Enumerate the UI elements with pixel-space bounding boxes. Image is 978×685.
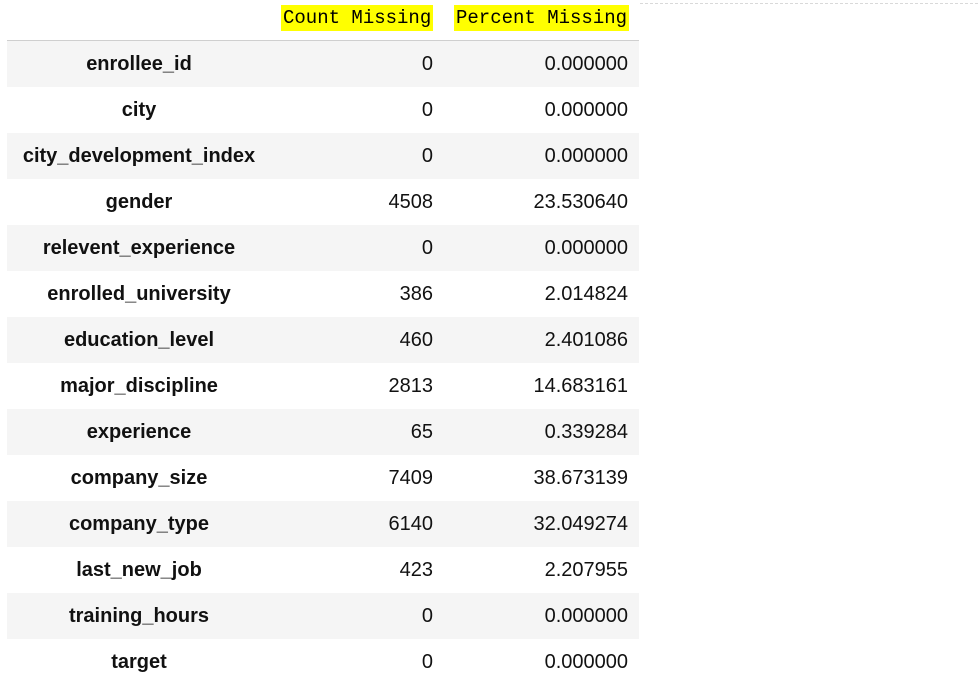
- row-label: target: [111, 651, 167, 673]
- row-label: company_size: [70, 467, 208, 489]
- row-label: city_development_index: [22, 145, 256, 167]
- percent-cell: 0.339284: [544, 421, 628, 443]
- percent-cell: 14.683161: [533, 375, 628, 397]
- row-label: training_hours: [68, 605, 209, 627]
- count-cell: 0: [421, 237, 433, 259]
- count-cell: 65: [410, 421, 433, 443]
- table-row: training_hours 0 0.000000: [7, 593, 639, 639]
- table-row: major_discipline 2813 14.683161: [7, 363, 639, 409]
- row-label: city: [121, 99, 157, 121]
- column-header-count-missing: Count Missing: [281, 5, 434, 31]
- table-row: education_level 460 2.401086: [7, 317, 639, 363]
- table-header: Count Missing Percent Missing: [7, 0, 639, 41]
- count-cell: 0: [421, 99, 433, 121]
- percent-cell: 0.000000: [544, 145, 628, 167]
- table-row: company_size 7409 38.673139: [7, 455, 639, 501]
- count-cell: 0: [421, 605, 433, 627]
- percent-cell: 38.673139: [533, 467, 628, 489]
- table-row: company_type 6140 32.049274: [7, 501, 639, 547]
- percent-cell: 0.000000: [544, 99, 628, 121]
- table-row: last_new_job 423 2.207955: [7, 547, 639, 593]
- row-label: company_type: [68, 513, 210, 535]
- table-row: relevent_experience 0 0.000000: [7, 225, 639, 271]
- table-row: target 0 0.000000: [7, 639, 639, 685]
- percent-cell: 2.401086: [544, 329, 628, 351]
- row-label: enrolled_university: [47, 283, 231, 305]
- percent-cell: 0.000000: [544, 605, 628, 627]
- table-row: enrollee_id 0 0.000000: [7, 41, 639, 87]
- count-cell: 460: [399, 329, 433, 351]
- count-cell: 0: [421, 53, 433, 75]
- row-label: education_level: [63, 329, 215, 351]
- row-label: last_new_job: [76, 559, 202, 581]
- percent-cell: 2.014824: [544, 283, 628, 305]
- table-row: city_development_index 0 0.000000: [7, 133, 639, 179]
- count-cell: 0: [421, 651, 433, 673]
- percent-cell: 0.000000: [544, 651, 628, 673]
- count-cell: 2813: [388, 375, 434, 397]
- row-label: relevent_experience: [42, 237, 236, 259]
- table-row: gender 4508 23.530640: [7, 179, 639, 225]
- row-label: major_discipline: [60, 375, 218, 397]
- missing-values-table: Count Missing Percent Missing enrollee_i…: [7, 0, 639, 685]
- count-cell: 0: [421, 145, 433, 167]
- cell-divider: [640, 3, 978, 4]
- percent-cell: 0.000000: [544, 237, 628, 259]
- percent-cell: 0.000000: [544, 53, 628, 75]
- column-header-percent-missing: Percent Missing: [454, 5, 630, 31]
- row-label: experience: [86, 421, 192, 443]
- table-row: enrolled_university 386 2.014824: [7, 271, 639, 317]
- count-cell: 6140: [388, 513, 434, 535]
- table-row: city 0 0.000000: [7, 87, 639, 133]
- percent-cell: 23.530640: [533, 191, 628, 213]
- row-label: enrollee_id: [86, 53, 192, 75]
- percent-cell: 32.049274: [533, 513, 628, 535]
- count-cell: 4508: [388, 191, 434, 213]
- table-row: experience 65 0.339284: [7, 409, 639, 455]
- row-label: gender: [105, 191, 173, 213]
- count-cell: 7409: [388, 467, 434, 489]
- count-cell: 386: [399, 283, 433, 305]
- count-cell: 423: [399, 559, 433, 581]
- percent-cell: 2.207955: [544, 559, 628, 581]
